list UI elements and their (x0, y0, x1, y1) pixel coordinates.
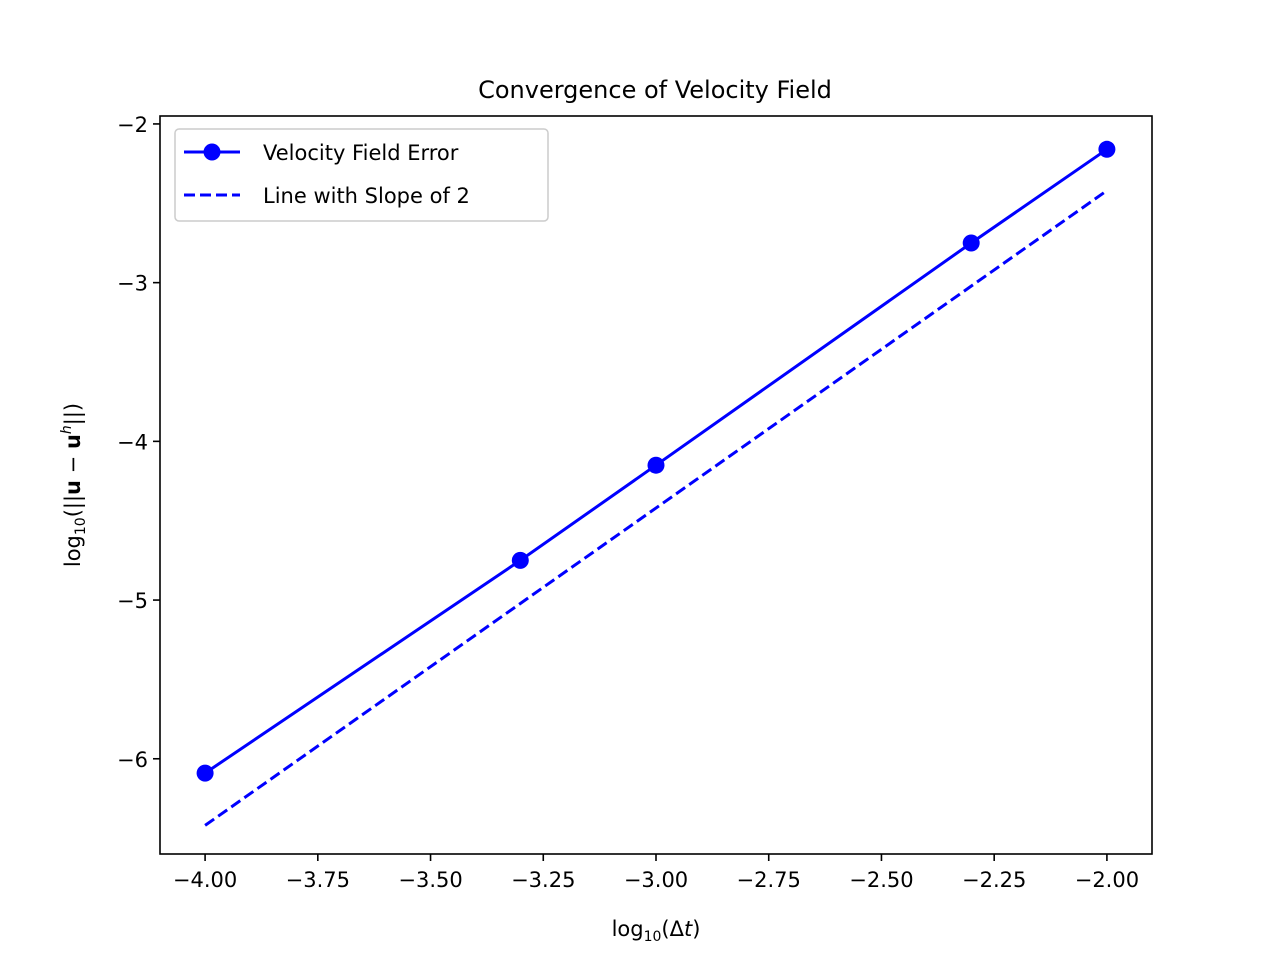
x-tick-label: −3.50 (398, 868, 462, 892)
legend-box (174, 128, 549, 222)
x-tick-label: −3.25 (511, 868, 575, 892)
legend: Velocity Field Error Line with Slope of … (174, 128, 549, 222)
legend-marker-velocity-error (203, 143, 221, 161)
x-tick-label: −4.00 (173, 868, 237, 892)
y-axis-label: log10(||u − uh||) (59, 403, 89, 567)
y-tick-label: −6 (117, 748, 148, 772)
y-axis-ticks: −6 −5 −4 −3 −2 (117, 113, 160, 772)
x-tick-label: −3.75 (286, 868, 350, 892)
x-tick-label: −2.00 (1075, 868, 1139, 892)
x-tick-label: −2.25 (962, 868, 1026, 892)
series-line-1 (204, 189, 1108, 827)
y-tick-label: −2 (117, 113, 148, 137)
x-tick-label: −2.75 (737, 868, 801, 892)
x-tick-label: −3.00 (624, 868, 688, 892)
legend-label-slope-2: Line with Slope of 2 (263, 184, 470, 208)
data-point (196, 764, 214, 782)
x-tick-label: −2.50 (849, 868, 913, 892)
plot-area (196, 140, 1116, 827)
y-tick-label: −3 (117, 272, 148, 296)
y-tick-label: −4 (117, 430, 148, 454)
data-point (1098, 140, 1116, 158)
x-axis-ticks: −4.00 −3.75 −3.50 −3.25 −3.00 −2.75 −2.50 −2.25… (173, 854, 1139, 892)
data-point (511, 551, 529, 569)
legend-label-velocity-error: Velocity Field Error (263, 141, 459, 165)
y-tick-label: −5 (117, 589, 148, 613)
data-point (647, 456, 665, 474)
chart-title: Convergence of Velocity Field (478, 76, 832, 104)
data-point (962, 234, 980, 252)
